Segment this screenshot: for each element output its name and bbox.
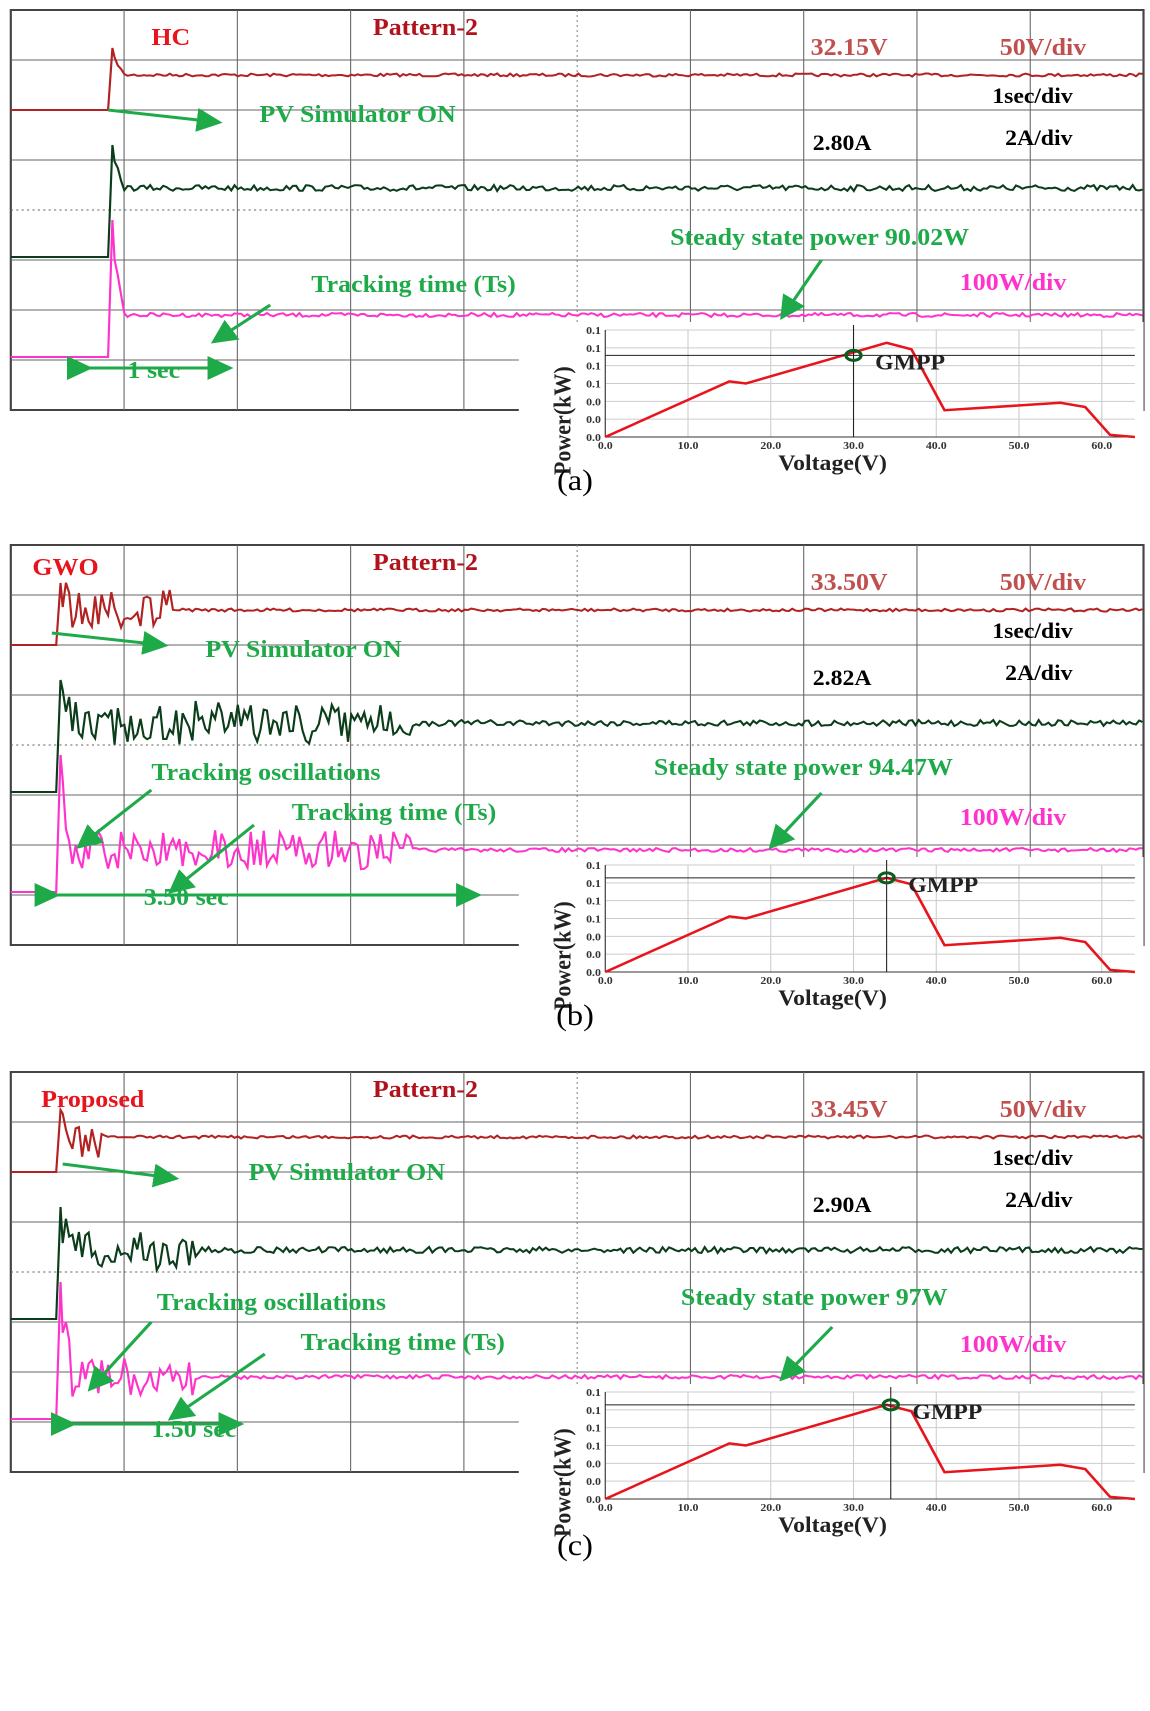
pv-on-note: PV Simulator ON bbox=[249, 1160, 445, 1186]
inset-y-tick: 0.0 bbox=[586, 950, 601, 962]
inset-x-tick: 50.0 bbox=[1009, 975, 1030, 987]
inset-x-tick: 40.0 bbox=[926, 1502, 947, 1514]
panel-label: (a) bbox=[557, 463, 593, 497]
current-div: 2A/div bbox=[1005, 126, 1073, 150]
inset-y-tick: 0.0 bbox=[586, 415, 601, 427]
inset-y-tick: 0.1 bbox=[586, 361, 601, 373]
power-div: 100W/div bbox=[960, 805, 1067, 831]
tracking-time: Tracking time (Ts) bbox=[311, 272, 515, 298]
gmpp-label: GMPP bbox=[908, 873, 978, 897]
panel: HC Pattern-2 32.15V 50V/div 1sec/div 2.80A 2A/… bbox=[11, 10, 1144, 497]
power-div: 100W/div bbox=[960, 270, 1067, 296]
inset-x-tick: 0.0 bbox=[598, 975, 613, 987]
volt-div: 50V/div bbox=[1000, 1097, 1087, 1123]
power-note: Steady state power 94.47W bbox=[654, 755, 953, 781]
tracking-time: Tracking time (Ts) bbox=[292, 800, 496, 826]
power-note: Steady state power 97W bbox=[681, 1285, 948, 1311]
inset-x-label: Voltage(V) bbox=[778, 986, 887, 1010]
time-div: 1sec/div bbox=[992, 1146, 1073, 1170]
inset-y-tick: 0.1 bbox=[586, 1387, 601, 1399]
inset-x-tick: 40.0 bbox=[926, 975, 947, 987]
inset-x-tick: 60.0 bbox=[1091, 1502, 1112, 1514]
inset-x-tick: 10.0 bbox=[678, 1502, 699, 1514]
inset-y-tick: 0.1 bbox=[586, 878, 601, 890]
voltage-value: 33.45V bbox=[811, 1097, 888, 1123]
panel: Proposed Pattern-2 33.45V 50V/div 1sec/div 2.… bbox=[11, 1072, 1144, 1562]
inset-x-tick: 60.0 bbox=[1091, 975, 1112, 987]
inset-y-label: Power(kW) bbox=[550, 901, 576, 1010]
current-value: 2.80A bbox=[813, 131, 872, 155]
gmpp-label: GMPP bbox=[875, 350, 945, 374]
inset-y-tick: 0.1 bbox=[586, 860, 601, 872]
panel-label: (c) bbox=[557, 1528, 593, 1562]
pattern-label: Pattern-2 bbox=[373, 550, 478, 576]
inset-x-tick: 0.0 bbox=[598, 1502, 613, 1514]
voltage-value: 32.15V bbox=[811, 35, 888, 61]
inset-y-tick: 0.0 bbox=[586, 1459, 601, 1471]
inset-x-tick: 50.0 bbox=[1009, 440, 1030, 452]
inset-x-tick: 10.0 bbox=[678, 975, 699, 987]
duration: 1 sec bbox=[128, 358, 181, 384]
panel: GWO Pattern-2 33.50V 50V/div 1sec/div 2.82A 2A… bbox=[11, 545, 1144, 1032]
duration: 1.50 sec bbox=[151, 1417, 236, 1443]
inset-y-tick: 0.0 bbox=[586, 397, 601, 409]
inset-y-tick: 0.1 bbox=[586, 379, 601, 391]
panel-label: (b) bbox=[556, 998, 594, 1032]
method-label: GWO bbox=[32, 555, 98, 581]
inset-y-label: Power(kW) bbox=[550, 1428, 576, 1537]
inset-y-tick: 0.1 bbox=[586, 343, 601, 355]
time-div: 1sec/div bbox=[992, 84, 1073, 108]
pv-on-note: PV Simulator ON bbox=[205, 637, 401, 663]
tracking-time: Tracking time (Ts) bbox=[300, 1330, 504, 1356]
inset-y-tick: 0.1 bbox=[586, 914, 601, 926]
pv-on-note: PV Simulator ON bbox=[259, 102, 455, 128]
inset-x-tick: 50.0 bbox=[1009, 1502, 1030, 1514]
pattern-label: Pattern-2 bbox=[373, 1077, 478, 1103]
current-value: 2.82A bbox=[813, 666, 872, 690]
page: {"panels":[ {"label":"(a)","method":"HC"… bbox=[0, 0, 1150, 1711]
inset-y-tick: 0.0 bbox=[586, 932, 601, 944]
inset-y-tick: 0.1 bbox=[586, 325, 601, 337]
current-value: 2.90A bbox=[813, 1193, 872, 1217]
inset-y-tick: 0.1 bbox=[586, 1441, 601, 1453]
duration: 3.50 sec bbox=[144, 885, 229, 911]
voltage-value: 33.50V bbox=[811, 570, 888, 596]
inset-x-tick: 40.0 bbox=[926, 440, 947, 452]
inset-x-tick: 10.0 bbox=[678, 440, 699, 452]
inset-y-label: Power(kW) bbox=[550, 366, 576, 475]
oscillations-note: Tracking oscillations bbox=[157, 1290, 387, 1316]
current-div: 2A/div bbox=[1005, 1188, 1073, 1212]
power-note: Steady state power 90.02W bbox=[670, 225, 969, 251]
power-div: 100W/div bbox=[960, 1332, 1067, 1358]
gmpp-label: GMPP bbox=[912, 1400, 982, 1424]
figure: HC Pattern-2 32.15V 50V/div 1sec/div 2.80A 2A/… bbox=[0, 0, 1150, 1706]
current-div: 2A/div bbox=[1005, 661, 1073, 685]
pattern-label: Pattern-2 bbox=[373, 15, 478, 41]
volt-div: 50V/div bbox=[1000, 35, 1087, 61]
inset-y-tick: 0.1 bbox=[586, 1423, 601, 1435]
inset-x-tick: 60.0 bbox=[1091, 440, 1112, 452]
inset-x-tick: 0.0 bbox=[598, 440, 613, 452]
inset-x-label: Voltage(V) bbox=[778, 1513, 887, 1537]
oscillations-note: Tracking oscillations bbox=[151, 760, 381, 786]
method-label: HC bbox=[151, 25, 190, 51]
volt-div: 50V/div bbox=[1000, 570, 1087, 596]
inset-y-tick: 0.1 bbox=[586, 1405, 601, 1417]
time-div: 1sec/div bbox=[992, 619, 1073, 643]
method-label: Proposed bbox=[41, 1087, 144, 1113]
inset-y-tick: 0.0 bbox=[586, 1477, 601, 1489]
inset-x-label: Voltage(V) bbox=[778, 451, 887, 475]
inset-y-tick: 0.1 bbox=[586, 896, 601, 908]
